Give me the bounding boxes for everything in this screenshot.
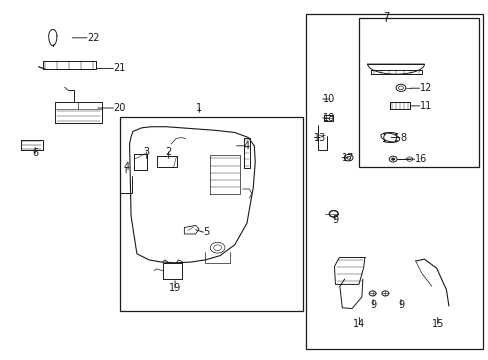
Bar (120, 117, 303, 311)
Text: 12: 12 (419, 83, 431, 93)
Bar (305, 14, 482, 349)
Text: 7: 7 (383, 12, 388, 22)
Text: 14: 14 (352, 319, 365, 329)
Text: 21: 21 (113, 63, 125, 73)
Text: 3: 3 (143, 147, 149, 157)
Text: 19: 19 (168, 283, 181, 293)
Text: 6: 6 (32, 148, 38, 158)
Text: 18: 18 (322, 113, 334, 123)
Text: 5: 5 (203, 227, 209, 237)
Circle shape (391, 158, 394, 160)
Text: 1: 1 (196, 103, 202, 113)
Text: 8: 8 (399, 132, 406, 143)
Text: 22: 22 (87, 33, 100, 43)
Text: 4: 4 (123, 162, 129, 172)
Text: 11: 11 (419, 101, 431, 111)
Text: 4: 4 (243, 141, 249, 151)
Text: 13: 13 (314, 132, 326, 143)
Bar (359, 18, 478, 167)
Text: 10: 10 (322, 94, 334, 104)
Text: 17: 17 (342, 153, 354, 163)
Text: 9: 9 (369, 300, 375, 310)
Text: 9: 9 (331, 215, 337, 225)
Text: 20: 20 (113, 103, 125, 113)
Text: 16: 16 (414, 154, 426, 164)
Text: 2: 2 (165, 147, 171, 157)
Text: 15: 15 (430, 319, 443, 329)
Text: 9: 9 (397, 300, 403, 310)
